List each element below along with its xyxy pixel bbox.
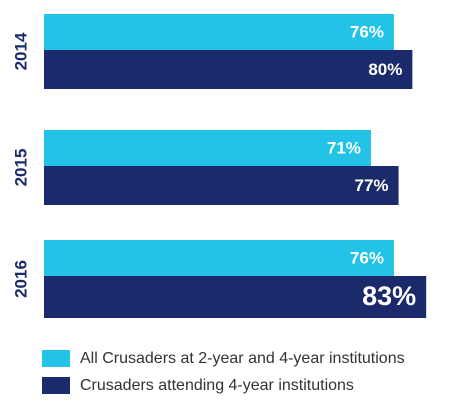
category-label: 2016 <box>11 260 30 298</box>
bar <box>44 240 394 276</box>
bar <box>44 166 399 205</box>
bar <box>44 50 413 89</box>
legend-label: Crusaders attending 4-year institutions <box>80 377 354 394</box>
value-label: 71% <box>327 138 361 157</box>
bar <box>44 276 427 318</box>
bar <box>44 130 371 166</box>
value-label: 76% <box>350 22 384 41</box>
bar <box>44 14 394 50</box>
legend-swatch <box>42 350 70 367</box>
category-label: 2015 <box>11 149 30 187</box>
value-label: 77% <box>355 176 389 195</box>
value-label: 83% <box>362 281 416 311</box>
value-label: 76% <box>350 248 384 267</box>
legend-swatch <box>42 377 70 394</box>
value-label: 80% <box>368 60 402 79</box>
category-label: 2014 <box>11 32 30 70</box>
legend-label: All Crusaders at 2-year and 4-year insti… <box>80 350 405 367</box>
